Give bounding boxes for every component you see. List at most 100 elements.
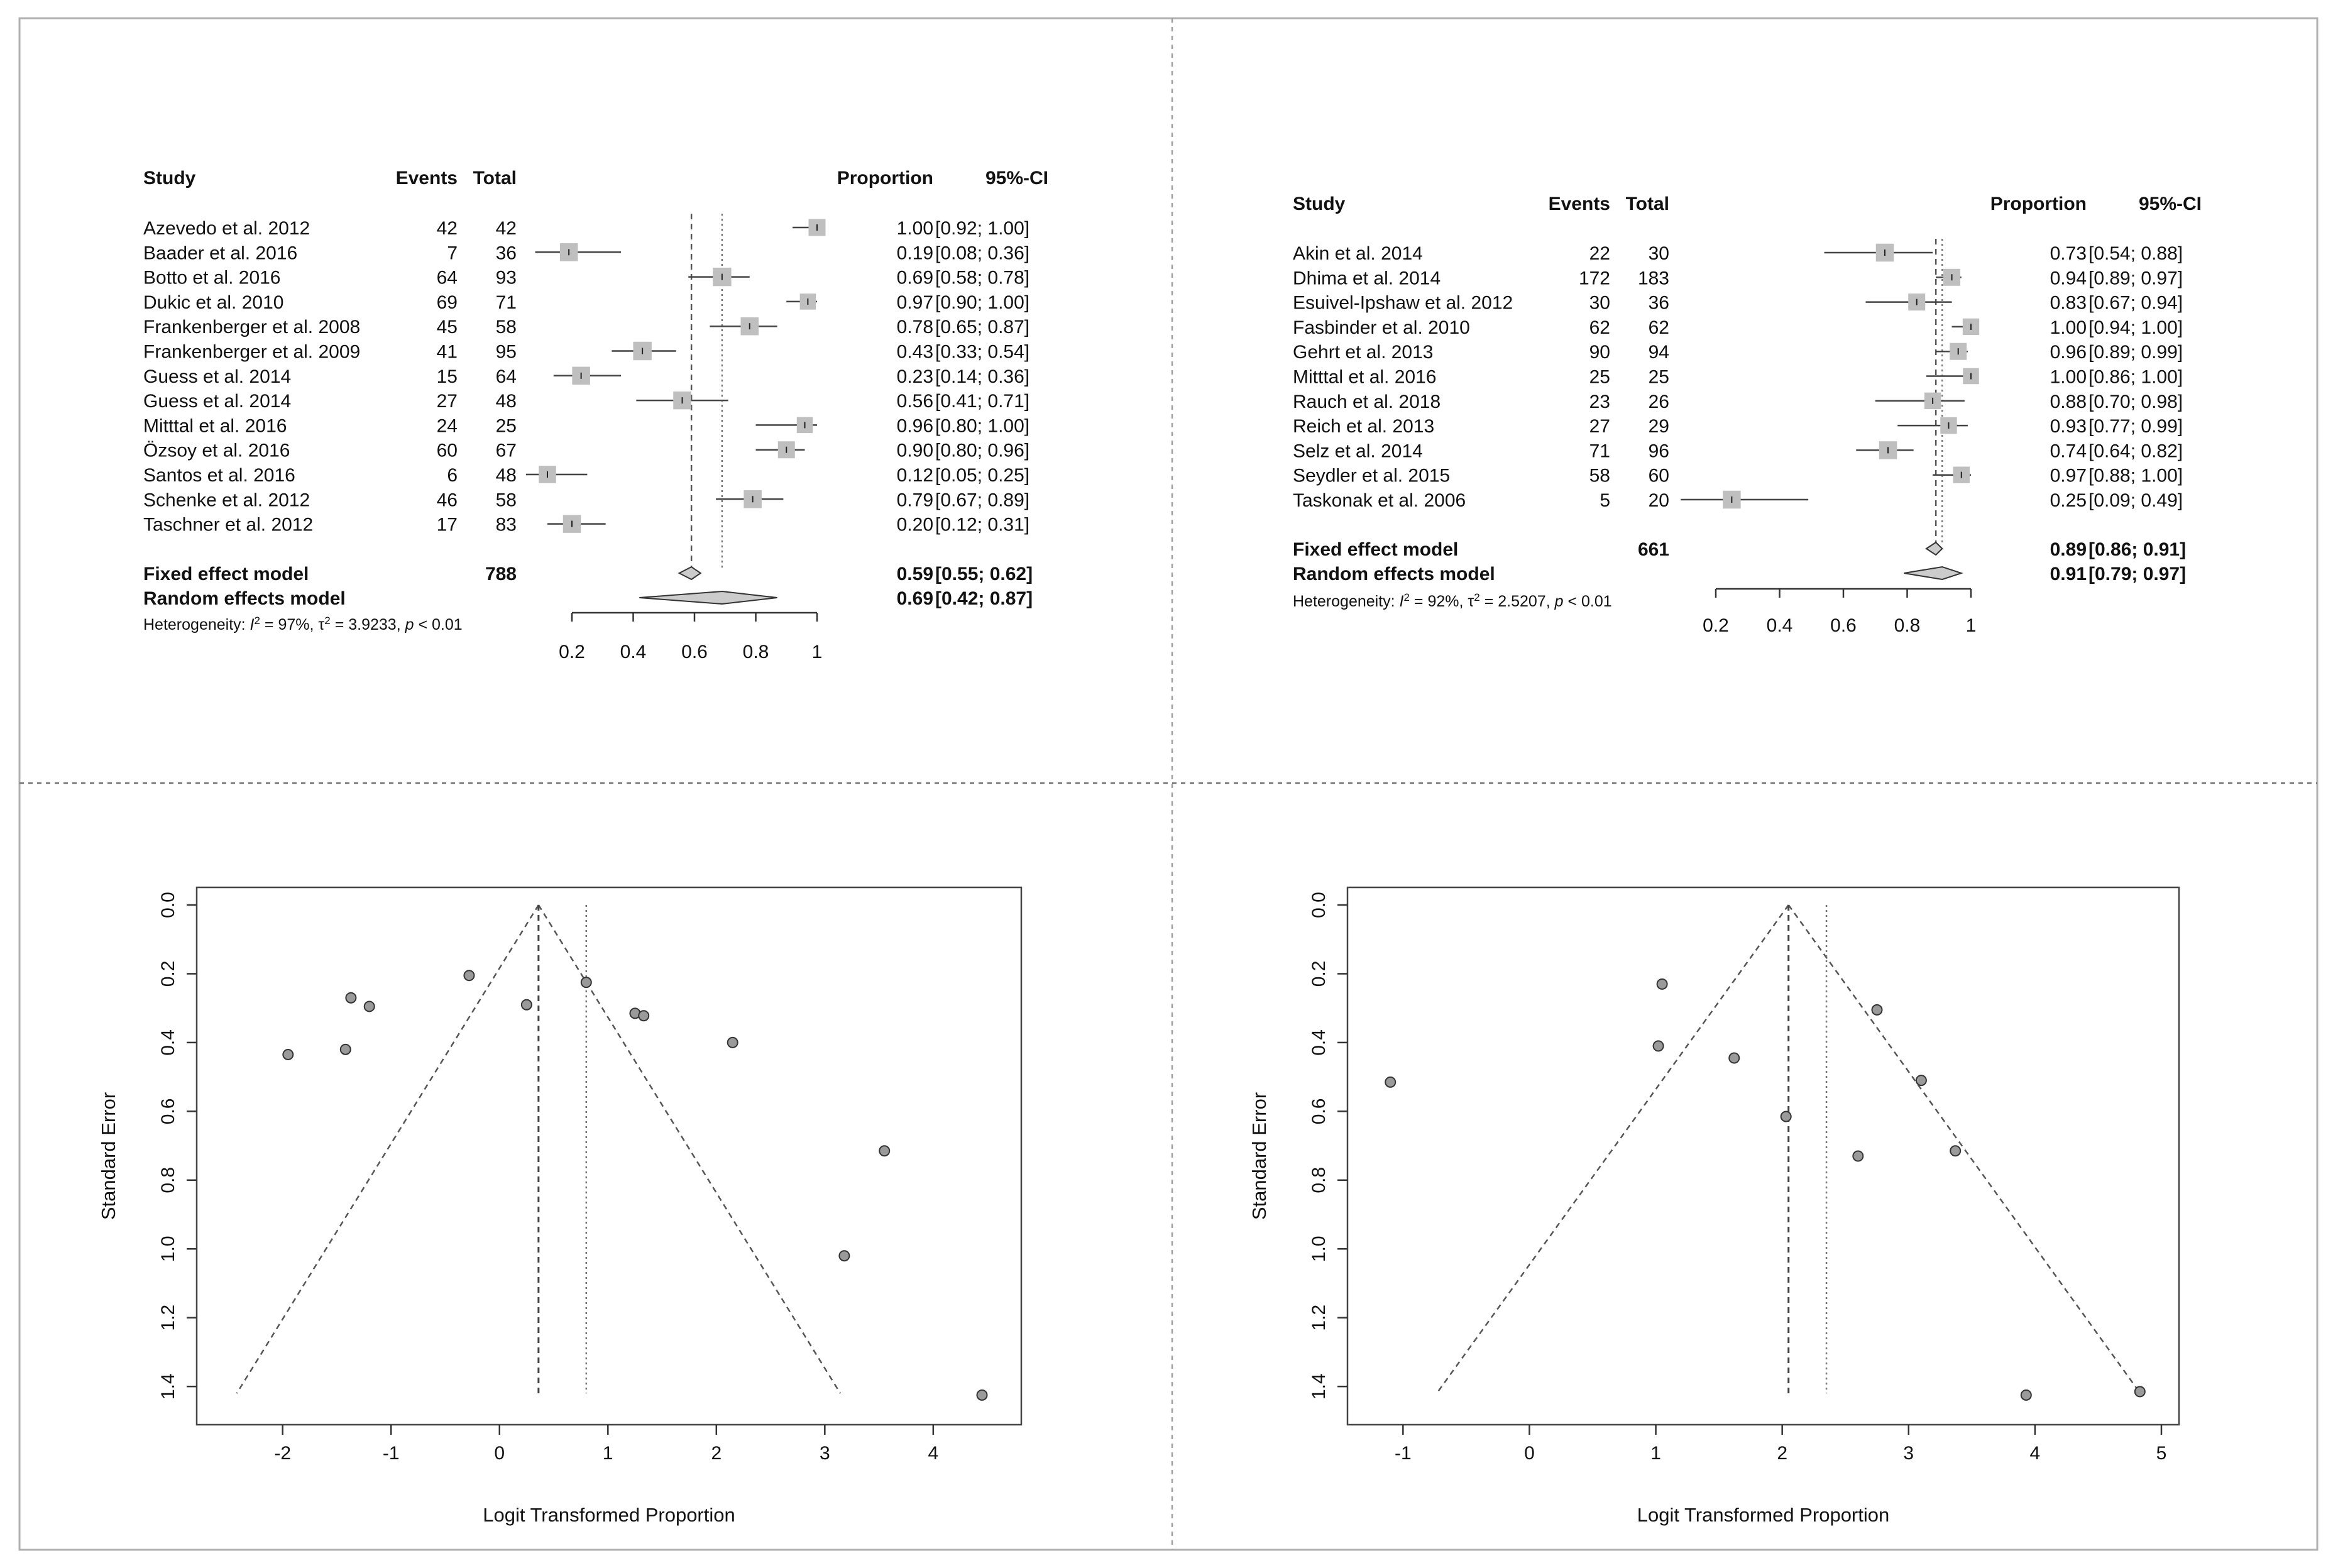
study-events: 58 bbox=[1589, 466, 1610, 486]
heterogeneity-i-exponent: 2 bbox=[1404, 591, 1410, 603]
study-events: 62 bbox=[1589, 317, 1610, 338]
funnel-plot-right: -1 0 1 2 3 4 5 Logit Transformed Proportion 0.0 0… bbox=[1248, 886, 2180, 1526]
study-ci: [0.88; 1.00] bbox=[2088, 466, 2183, 486]
study-events: 22 bbox=[1589, 243, 1610, 264]
study-ci: [0.90; 1.00] bbox=[935, 292, 1029, 313]
random-effects-diamond bbox=[1904, 566, 1963, 581]
funnel-x-tick-label: 1 bbox=[1650, 1443, 1661, 1464]
study-proportion: 0.97 bbox=[2050, 466, 2087, 486]
study-ci: [0.14; 0.36] bbox=[935, 366, 1029, 387]
study-total: 93 bbox=[496, 268, 517, 288]
study-point bbox=[1656, 978, 1668, 990]
header-study: Study bbox=[143, 168, 196, 189]
study-ci: [0.67; 0.89] bbox=[935, 490, 1029, 510]
random-effects-label: Random effects model bbox=[143, 588, 346, 609]
study-events: 25 bbox=[1589, 367, 1610, 388]
forest-x-tick-label: 1 bbox=[1966, 615, 1977, 636]
forest-x-tick-label: 0.4 bbox=[1767, 615, 1793, 636]
study-ci: [0.41; 0.71] bbox=[935, 391, 1029, 412]
forest-x-tick-label: 0.8 bbox=[1894, 615, 1921, 636]
study-total: 94 bbox=[1649, 342, 1669, 363]
study-ci: [0.86; 1.00] bbox=[2088, 367, 2183, 388]
heterogeneity-tau-value: = 3.9233, bbox=[331, 616, 405, 633]
heterogeneity-tau-symbol: τ bbox=[1468, 593, 1474, 610]
heterogeneity-text: Heterogeneity: I2 = 97%, τ2 = 3.9233, p … bbox=[143, 615, 463, 633]
forest-x-tick-label: 0.4 bbox=[620, 642, 647, 662]
study-events: 23 bbox=[1589, 392, 1610, 412]
fixed-effect-diamond bbox=[1925, 541, 1943, 556]
funnel-y-tick-label: 1.4 bbox=[158, 1373, 178, 1400]
study-events: 7 bbox=[447, 243, 458, 263]
study-point bbox=[2020, 1389, 2032, 1401]
header-proportion: Proportion bbox=[837, 168, 933, 189]
study-name: Mitttal et al. 2016 bbox=[143, 415, 287, 436]
header-events: Events bbox=[396, 168, 458, 189]
study-events: 45 bbox=[437, 317, 458, 337]
study-ci: [0.54; 0.88] bbox=[2088, 243, 2183, 264]
funnel-x-tick-label: 2 bbox=[1777, 1443, 1787, 1464]
study-proportion: 0.73 bbox=[2050, 243, 2087, 264]
heterogeneity-i-symbol: I bbox=[250, 616, 255, 633]
study-ci: [0.05; 0.25] bbox=[935, 465, 1029, 486]
study-total: 183 bbox=[1638, 268, 1669, 288]
funnel-plot-frame bbox=[1346, 886, 2180, 1426]
study-events: 46 bbox=[437, 490, 458, 510]
funnel-y-axis-label: Standard Error bbox=[97, 1092, 119, 1220]
funnel-left-boundary bbox=[236, 904, 539, 1394]
heterogeneity-p-symbol: p bbox=[1554, 593, 1564, 610]
heterogeneity-p-value: < 0.01 bbox=[1564, 593, 1612, 610]
funnel-x-tick-label: 2 bbox=[711, 1443, 722, 1464]
study-ci: [0.33; 0.54] bbox=[935, 342, 1029, 363]
study-ci: [0.89; 0.99] bbox=[2088, 342, 2183, 363]
study-name: Akin et al. 2014 bbox=[1293, 243, 1423, 264]
study-total: 60 bbox=[1649, 466, 1669, 486]
study-proportion: 0.83 bbox=[2050, 293, 2087, 314]
funnel-y-tick-label: 1.0 bbox=[158, 1236, 178, 1262]
study-ci: [0.80; 0.96] bbox=[935, 441, 1029, 461]
study-events: 60 bbox=[437, 441, 458, 461]
study-point bbox=[879, 1145, 891, 1157]
study-point bbox=[282, 1049, 294, 1061]
heterogeneity-i-exponent: 2 bbox=[255, 615, 260, 627]
study-proportion: 0.96 bbox=[897, 415, 933, 436]
study-events: 42 bbox=[437, 218, 458, 239]
study-events: 5 bbox=[1600, 490, 1610, 511]
fixed-effect-label: Fixed effect model bbox=[1293, 539, 1458, 560]
header-total: Total bbox=[473, 168, 517, 189]
study-events: 41 bbox=[437, 342, 458, 363]
funnel-plot-left: -2 -1 0 1 2 3 4 Logit Transformed Proportion 0.0… bbox=[97, 886, 1023, 1526]
study-total: 30 bbox=[1649, 243, 1669, 264]
study-proportion: 1.00 bbox=[2050, 367, 2087, 388]
study-point bbox=[638, 1010, 650, 1022]
forest-x-tick-label: 0.6 bbox=[1830, 615, 1857, 636]
study-ci: [0.89; 0.97] bbox=[2088, 268, 2183, 288]
study-events: 90 bbox=[1589, 342, 1610, 363]
heterogeneity-i2-value: = 92%, bbox=[1410, 593, 1468, 610]
funnel-x-tick-label: 0 bbox=[494, 1443, 505, 1464]
study-point bbox=[838, 1250, 850, 1262]
funnel-x-tick-label: -2 bbox=[274, 1443, 291, 1464]
heterogeneity-p-value: < 0.01 bbox=[414, 616, 463, 633]
study-name: Taschner et al. 2012 bbox=[143, 515, 313, 535]
study-name: Guess et al. 2014 bbox=[143, 366, 291, 387]
funnel-x-tick-label: 3 bbox=[1903, 1443, 1914, 1464]
funnel-y-tick-label: 0.2 bbox=[158, 961, 178, 987]
random-effects-diamond bbox=[639, 590, 777, 605]
study-proportion: 0.20 bbox=[897, 515, 933, 535]
funnel-y-tick-label: 1.2 bbox=[1309, 1305, 1329, 1331]
study-name: Özsoy et al. 2016 bbox=[143, 441, 290, 461]
study-ci: [0.92; 1.00] bbox=[935, 218, 1029, 239]
study-events: 15 bbox=[437, 366, 458, 387]
funnel-x-tick-label: 4 bbox=[928, 1443, 939, 1464]
fixed-effect-ci: [0.86; 0.91] bbox=[2088, 539, 2186, 560]
funnel-y-tick-label: 0.0 bbox=[1309, 892, 1329, 918]
fixed-effect-proportion: 0.59 bbox=[897, 564, 933, 584]
study-name: Reich et al. 2013 bbox=[1293, 416, 1434, 437]
study-name: Gehrt et al. 2013 bbox=[1293, 342, 1433, 363]
study-ci: [0.09; 0.49] bbox=[2088, 490, 2183, 511]
study-point bbox=[345, 992, 357, 1004]
study-total: 62 bbox=[1649, 317, 1669, 338]
study-total: 48 bbox=[496, 391, 517, 412]
fixed-effect-total: 661 bbox=[1638, 539, 1669, 560]
funnel-x-tick-label: 3 bbox=[820, 1443, 830, 1464]
